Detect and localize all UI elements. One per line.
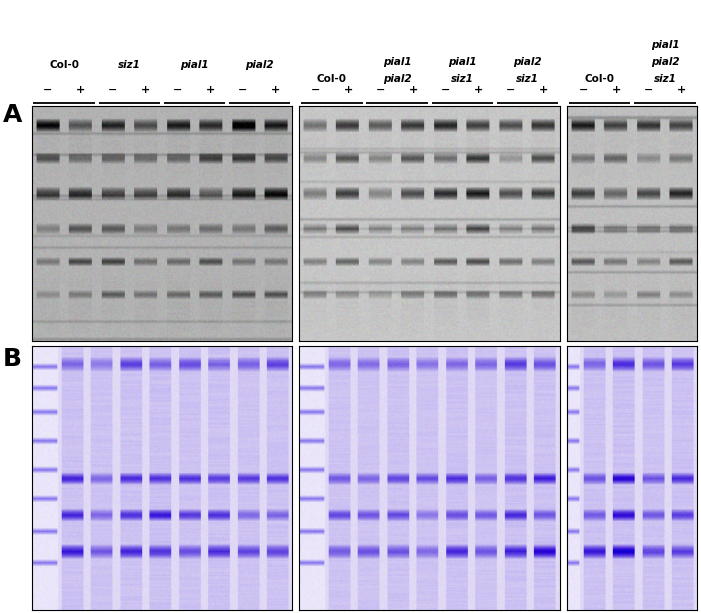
Text: +: +: [343, 85, 353, 95]
Text: pial2: pial2: [383, 74, 411, 85]
Text: +: +: [206, 85, 215, 95]
Text: +: +: [271, 85, 280, 95]
Text: −: −: [238, 85, 247, 95]
Text: pial1: pial1: [448, 57, 477, 67]
Text: Col-0: Col-0: [317, 74, 347, 85]
Text: siz1: siz1: [516, 74, 538, 85]
Text: −: −: [108, 85, 118, 95]
Text: −: −: [173, 85, 182, 95]
Text: siz1: siz1: [653, 74, 676, 85]
Text: Col-0: Col-0: [585, 74, 615, 85]
Text: +: +: [611, 85, 621, 95]
Text: pial2: pial2: [245, 60, 273, 70]
Text: −: −: [43, 85, 53, 95]
Text: +: +: [409, 85, 418, 95]
Text: pial2: pial2: [651, 57, 679, 67]
Text: −: −: [506, 85, 515, 95]
Text: +: +: [676, 85, 686, 95]
Text: −: −: [441, 85, 451, 95]
Text: pial1: pial1: [180, 60, 208, 70]
Text: −: −: [311, 85, 320, 95]
Text: pial1: pial1: [651, 40, 679, 50]
Text: pial1: pial1: [383, 57, 411, 67]
Text: pial2: pial2: [513, 57, 541, 67]
Text: +: +: [474, 85, 483, 95]
Text: −: −: [644, 85, 653, 95]
Text: +: +: [539, 85, 548, 95]
Text: A: A: [3, 103, 22, 127]
Text: Col-0: Col-0: [49, 60, 79, 70]
Text: −: −: [579, 85, 588, 95]
Text: B: B: [3, 347, 22, 371]
Text: −: −: [376, 85, 386, 95]
Text: siz1: siz1: [451, 74, 474, 85]
Text: +: +: [141, 85, 150, 95]
Text: +: +: [76, 85, 85, 95]
Text: siz1: siz1: [118, 60, 141, 70]
